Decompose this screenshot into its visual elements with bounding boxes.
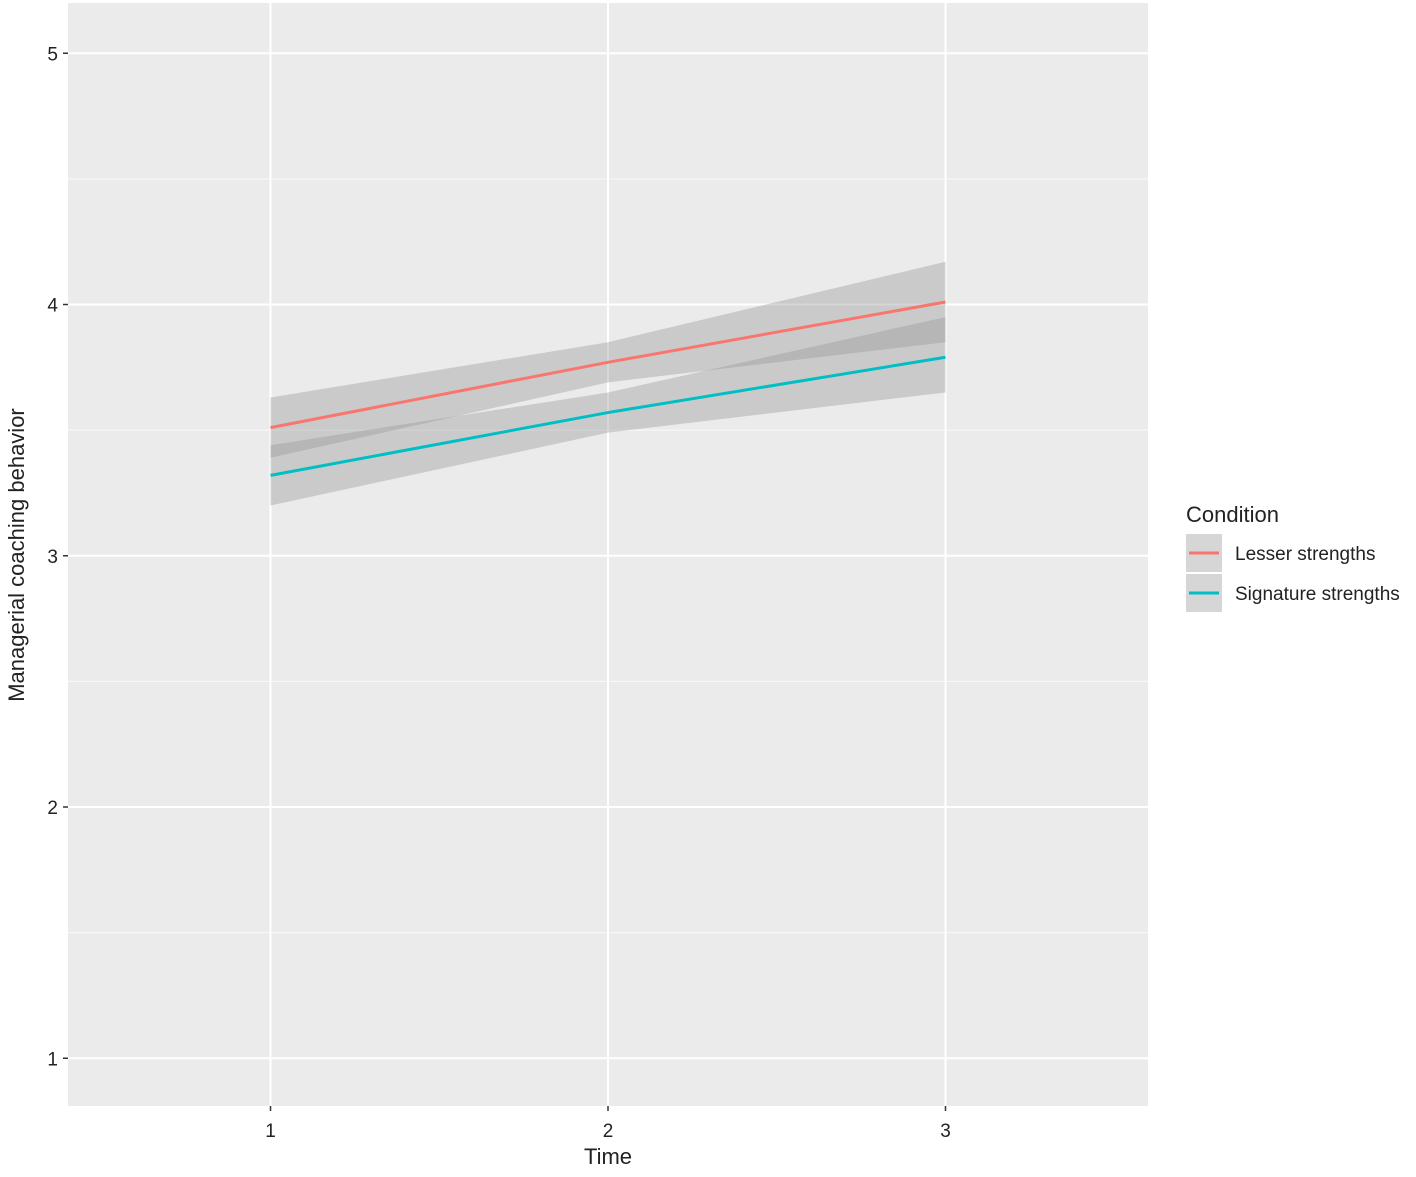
x-tick-label: 1: [265, 1121, 276, 1142]
legend-title: Condition: [1186, 502, 1279, 527]
y-tick-label: 3: [47, 547, 58, 568]
legend-label: Signature strengths: [1235, 584, 1400, 605]
x-tick-label: 2: [603, 1121, 614, 1142]
confidence-band: [270, 261, 946, 458]
y-tick-label: 1: [47, 1049, 58, 1070]
series-line: [270, 300, 946, 430]
y-axis-title: Managerial coaching behavior: [4, 408, 29, 702]
y-tick-label: 2: [47, 798, 58, 819]
legend-label: Lesser strengths: [1235, 544, 1375, 565]
x-axis-title: Time: [584, 1144, 632, 1169]
x-tick-label: 3: [940, 1121, 951, 1142]
series-line: [270, 355, 946, 477]
y-tick-label: 4: [47, 296, 58, 317]
y-tick-label: 5: [47, 44, 58, 65]
